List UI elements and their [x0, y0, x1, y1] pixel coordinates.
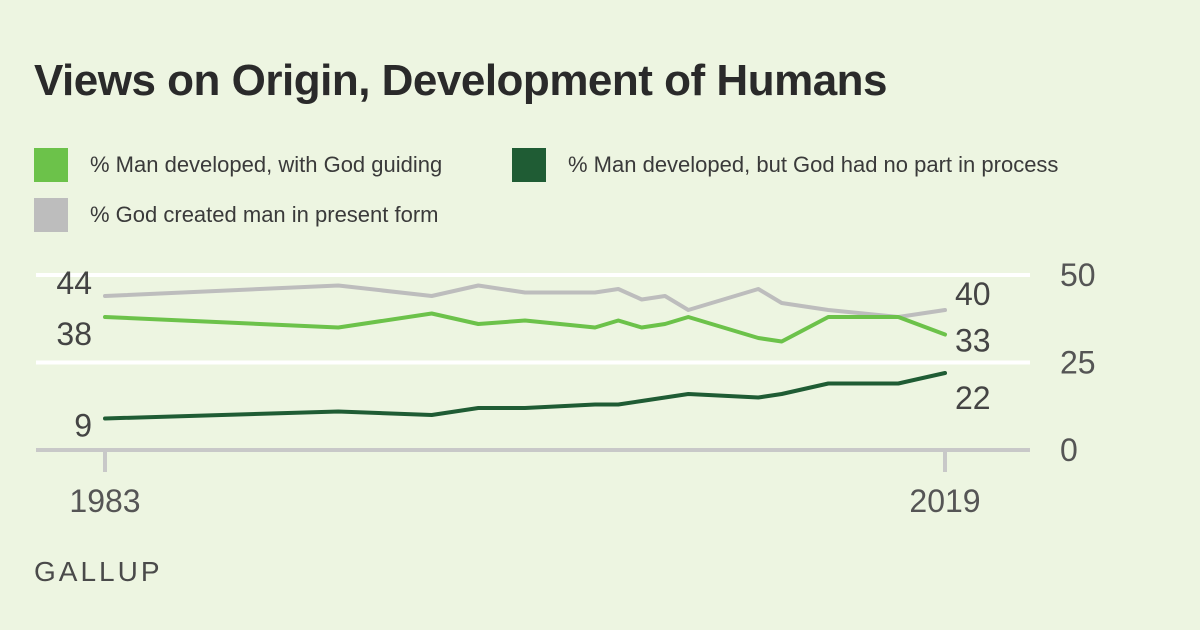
- series-line-2: [103, 283, 947, 319]
- series-line-0: [103, 311, 947, 344]
- legend-item-god-guiding: % Man developed, with God guiding: [34, 148, 442, 182]
- legend-item-no-god: % Man developed, but God had no part in …: [512, 148, 1058, 182]
- x-tick-label-1983: 1983: [69, 483, 140, 519]
- end-label-series-0: 33: [955, 323, 991, 359]
- end-label-series-1: 22: [955, 380, 991, 416]
- end-label-series-2: 40: [955, 276, 991, 312]
- chart-title: Views on Origin, Development of Humans: [34, 56, 888, 105]
- y-tick-label-0: 0: [1060, 432, 1078, 468]
- legend-label-god-created: % God created man in present form: [90, 202, 439, 227]
- series-line-1: [103, 371, 947, 421]
- start-label-series-0: 38: [56, 316, 92, 352]
- legend-label-no-god: % Man developed, but God had no part in …: [568, 152, 1059, 177]
- x-tick-label-2019: 2019: [909, 483, 980, 519]
- legend-label-god-guiding: % Man developed, with God guiding: [90, 152, 443, 177]
- gallup-logo: GALLUP: [34, 556, 163, 587]
- legend-swatch-no-god: [512, 148, 546, 182]
- legend-item-god-created: % God created man in present form: [34, 198, 439, 232]
- start-label-series-2: 44: [56, 265, 92, 301]
- start-label-series-1: 9: [74, 408, 92, 444]
- y-tick-label-50: 50: [1060, 257, 1096, 293]
- y-tick-label-25: 25: [1060, 345, 1096, 381]
- legend-swatch-god-created: [34, 198, 68, 232]
- legend-swatch-god-guiding: [34, 148, 68, 182]
